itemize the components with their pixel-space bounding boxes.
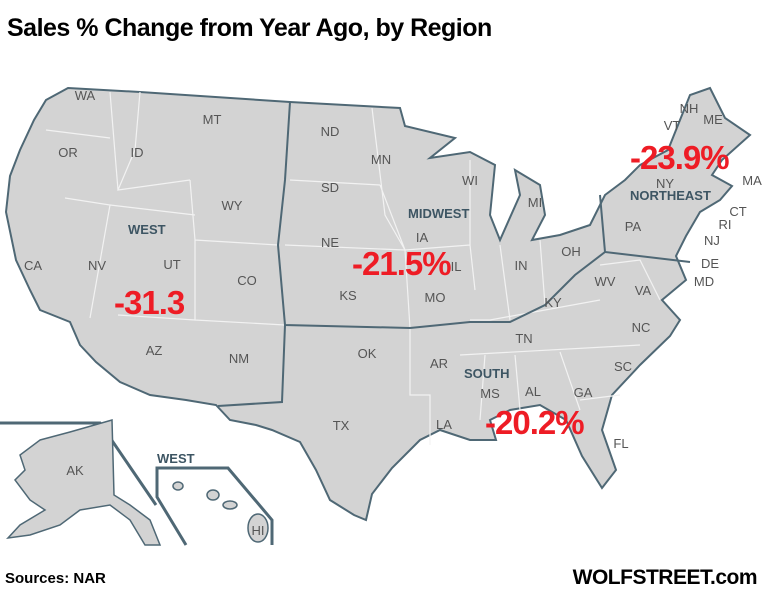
state-label-me: ME [703,112,723,127]
state-label-il: IL [451,259,462,274]
state-label-ny: NY [656,176,674,191]
state-label-ca: CA [24,258,42,273]
state-label-nh: NH [680,101,699,116]
state-label-ga: GA [574,385,593,400]
chart-title: Sales % Change from Year Ago, by Region [7,14,492,42]
state-label-ky: KY [544,295,562,310]
state-label-pa: PA [625,219,642,234]
region-labels: WEST MIDWEST NORTHEAST SOUTH WEST [128,188,711,466]
state-label-ia: IA [416,230,429,245]
value-south: -20.2% [485,404,584,441]
state-label-sc: SC [614,359,632,374]
state-label-az: AZ [146,343,163,358]
state-label-md: MD [694,274,714,289]
state-label-mo: MO [425,290,446,305]
state-label-ar: AR [430,356,448,371]
state-label-ok: OK [358,346,377,361]
state-label-ri: RI [719,217,732,232]
state-label-ms: MS [480,386,500,401]
state-label-hi: HI [252,523,265,538]
state-label-wa: WA [75,88,96,103]
state-label-wi: WI [462,173,478,188]
state-label-mn: MN [371,152,391,167]
value-northeast: -23.9% [630,139,729,176]
inset-label-west: WEST [157,451,195,466]
state-label-nm: NM [229,351,249,366]
source-note: Sources: NAR [5,570,106,587]
state-label-id: ID [131,145,144,160]
state-borders [45,91,661,445]
state-label-ne: NE [321,235,339,250]
region-label-west: WEST [128,222,166,237]
state-label-or: OR [58,145,78,160]
alaska-shape [6,419,162,546]
state-label-mi: MI [528,195,542,210]
state-label-ut: UT [163,257,180,272]
state-label-mt: MT [203,112,222,127]
state-label-nd: ND [321,124,340,139]
state-label-tn: TN [515,331,532,346]
state-label-wy: WY [222,198,243,213]
value-midwest: -21.5% [352,245,451,282]
state-label-al: AL [525,384,541,399]
state-label-co: CO [237,273,257,288]
inset-frame-hawaii [155,466,274,546]
state-label-va: VA [635,283,652,298]
contiguous-us-shape [4,86,752,522]
state-label-ks: KS [339,288,357,303]
state-label-nv: NV [88,258,106,273]
region-label-midwest: MIDWEST [408,206,469,221]
state-label-tx: TX [333,418,350,433]
state-label-ak: AK [66,463,84,478]
region-values: -31.3 -21.5% -23.9% -20.2% [114,139,730,441]
state-label-in: IN [515,258,528,273]
state-label-fl: FL [613,436,628,451]
state-label-ct: CT [729,204,746,219]
region-label-northeast: NORTHEAST [630,188,711,203]
state-label-nc: NC [632,320,651,335]
state-label-sd: SD [321,180,339,195]
state-label-oh: OH [561,244,581,259]
state-labels: WA OR ID MT WY CA NV UT CO AZ NM ND SD NE KS OK TX MN IA MO… [24,88,762,538]
region-borders [217,101,691,407]
brand-logo-text: WOLFSTREET.com [572,566,758,589]
state-label-wv: WV [595,274,616,289]
state-label-vt: VT [664,118,681,133]
region-label-south: SOUTH [464,366,510,381]
state-label-de: DE [701,256,719,271]
state-label-ma: MA [742,173,762,188]
state-label-nj: NJ [704,233,720,248]
alaska-inset [0,419,274,546]
state-label-la: LA [436,417,452,432]
hawaii-islands [172,481,269,543]
value-west: -31.3 [114,284,185,321]
